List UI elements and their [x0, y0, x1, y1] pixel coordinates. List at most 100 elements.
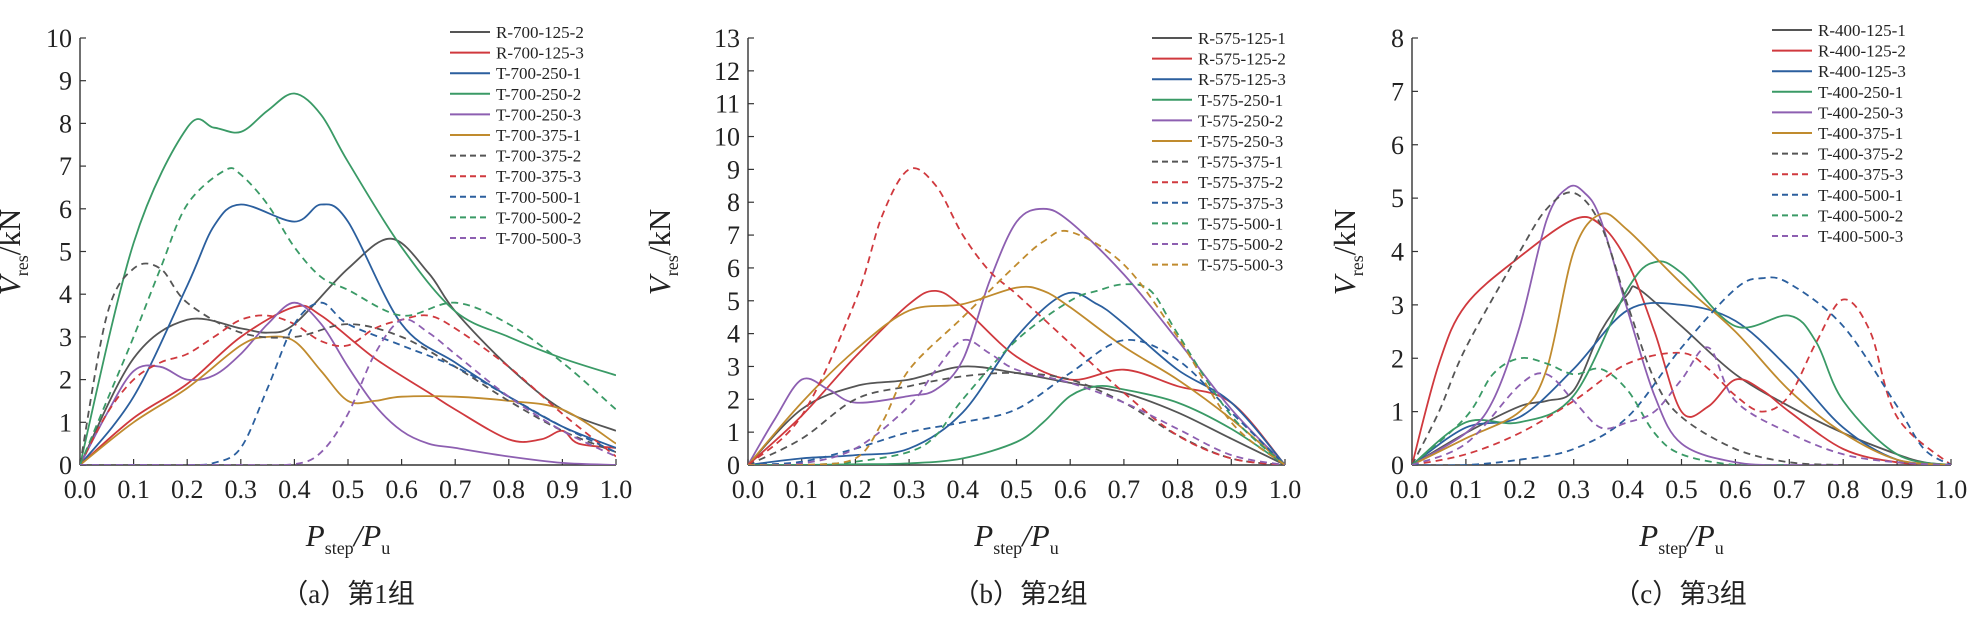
legend-label: R-400-125-1 [1818, 21, 1906, 40]
x-tick-label: 0.7 [439, 475, 472, 504]
y-tick-label: 7 [727, 221, 740, 250]
legend-label: T-575-500-1 [1198, 214, 1283, 233]
y-tick-label: 2 [1391, 344, 1404, 373]
legend-label: R-700-125-3 [496, 44, 584, 63]
legend-label: T-700-375-1 [496, 126, 581, 145]
y-tick-label: 2 [727, 385, 740, 414]
x-tick-label: 0.8 [1827, 475, 1860, 504]
legend-label: T-400-375-2 [1818, 145, 1903, 164]
legend-label: T-700-500-2 [496, 208, 581, 227]
x-tick-label: 0.4 [947, 475, 980, 504]
y-tick-label: 10 [46, 24, 72, 53]
panel-caption: （a）第1组 [281, 579, 414, 609]
legend-label: T-400-375-3 [1818, 165, 1903, 184]
series-line-T-575-250-3 [748, 285, 1285, 465]
legend-label: T-575-500-3 [1198, 256, 1283, 275]
y-tick-label: 2 [59, 366, 72, 395]
series-line-T-700-250-3 [80, 301, 616, 465]
y-tick-label: 6 [727, 254, 740, 283]
x-tick-label: 0.0 [732, 475, 765, 504]
x-axis-label-main: P [1638, 518, 1658, 553]
y-tick-label: 8 [1391, 24, 1404, 53]
y-tick-label: 13 [714, 24, 740, 53]
y-tick-label: 1 [1391, 398, 1404, 427]
legend-label: T-400-250-1 [1818, 83, 1903, 102]
x-tick-label: 0.1 [785, 475, 818, 504]
y-tick-label: 11 [715, 90, 740, 119]
series-line-T-575-375-3 [748, 339, 1285, 465]
y-tick-label: 3 [59, 323, 72, 352]
y-axis-label-main: V [0, 273, 27, 295]
series-line-T-700-500-3 [80, 318, 616, 465]
x-tick-label: 0.7 [1773, 475, 1806, 504]
y-tick-label: 6 [59, 195, 72, 224]
x-axis-label-sub: u [381, 538, 390, 558]
x-tick-label: 0.0 [1396, 475, 1429, 504]
legend-label: T-700-375-2 [496, 147, 581, 166]
x-axis-label: Pstep/Pu [1638, 518, 1724, 558]
x-tick-label: 1.0 [1269, 475, 1302, 504]
x-tick-label: 0.5 [332, 475, 365, 504]
series-line-T-400-500-2 [1412, 357, 1790, 465]
series-line-T-700-500-2 [80, 167, 616, 465]
y-tick-label: 3 [727, 352, 740, 381]
y-tick-label: 0 [59, 451, 72, 480]
y-axis-label: Vres/kN [0, 209, 32, 295]
x-tick-label: 0.1 [1450, 475, 1483, 504]
x-tick-label: 0.3 [225, 475, 258, 504]
x-tick-label: 1.0 [600, 475, 633, 504]
y-axis-label-main: V [1327, 273, 1362, 295]
legend-label: T-575-375-1 [1198, 153, 1283, 172]
x-axis-label-mid: /P [1020, 518, 1050, 553]
y-axis-label-unit: /kN [1327, 209, 1362, 256]
series-line-T-400-250-1 [1412, 260, 1951, 465]
legend-label: T-400-250-3 [1818, 103, 1903, 122]
y-tick-label: 5 [59, 238, 72, 267]
x-tick-label: 0.1 [117, 475, 150, 504]
y-tick-label: 1 [727, 418, 740, 447]
series-line-T-575-375-2 [748, 167, 1285, 465]
legend-label: T-400-375-1 [1818, 124, 1903, 143]
y-tick-label: 7 [1391, 77, 1404, 106]
x-axis-label: Pstep/Pu [973, 518, 1059, 558]
series-line-T-400-375-1 [1412, 212, 1951, 465]
legend: R-700-125-2 R-700-125-3T-700-250-1 T-700-2… [450, 23, 584, 248]
x-tick-label: 0.5 [1665, 475, 1698, 504]
x-axis-label-mid: /P [352, 518, 382, 553]
legend-label: T-575-250-2 [1198, 111, 1283, 130]
series-group [80, 92, 616, 465]
y-tick-label: 5 [727, 287, 740, 316]
series-line-R-575-125-3 [748, 291, 1285, 465]
legend-label: T-575-250-1 [1198, 91, 1283, 110]
chart-panel-3: 0 1 2 3 4 5 6 7 8 0.0 0.1 0.2 0.3 0.4 0.5 0.6 0.7 0.8 0.9 1… [1327, 21, 1967, 609]
x-tick-label: 0.9 [1881, 475, 1914, 504]
y-tick-label: 12 [714, 57, 740, 86]
series-line-R-575-125-1 [748, 365, 1285, 465]
y-axis-label: Vres/kN [642, 209, 682, 295]
series-line-T-400-250-3 [1412, 184, 1844, 465]
legend-label: R-400-125-3 [1818, 62, 1906, 81]
chart-panel-1: 0 1 2 3 4 5 6 7 8 9 10 0.0 0.1 0.2 0.3 0.4 0.5 0.6 0.7 0.8 0… [0, 23, 632, 609]
x-tick-label: 1.0 [1935, 475, 1968, 504]
x-tick-label: 0.2 [1504, 475, 1537, 504]
legend-label: T-575-375-2 [1198, 173, 1283, 192]
series-line-R-400-125-2 [1412, 216, 1951, 465]
legend-label: R-700-125-2 [496, 23, 584, 42]
x-axis-label-sub: step [993, 538, 1022, 558]
y-axis-label-sub: res [12, 255, 32, 276]
legend-label: R-575-125-1 [1198, 29, 1286, 48]
legend-label: R-575-125-2 [1198, 50, 1286, 69]
series-line-T-700-250-2 [80, 92, 616, 465]
y-tick-label: 8 [59, 109, 72, 138]
x-tick-label: 0.8 [493, 475, 526, 504]
x-tick-label: 0.6 [1054, 475, 1087, 504]
series-line-T-700-375-3 [80, 314, 616, 465]
y-tick-label: 0 [727, 451, 740, 480]
legend-label: T-700-500-1 [496, 188, 581, 207]
x-tick-label: 0.5 [1000, 475, 1033, 504]
y-axis-label-sub: res [662, 255, 682, 276]
x-axis-label: Pstep/Pu [305, 518, 391, 558]
legend-label: T-575-375-3 [1198, 194, 1283, 213]
x-tick-label: 0.2 [839, 475, 872, 504]
series-line-R-700-125-2 [80, 237, 616, 465]
